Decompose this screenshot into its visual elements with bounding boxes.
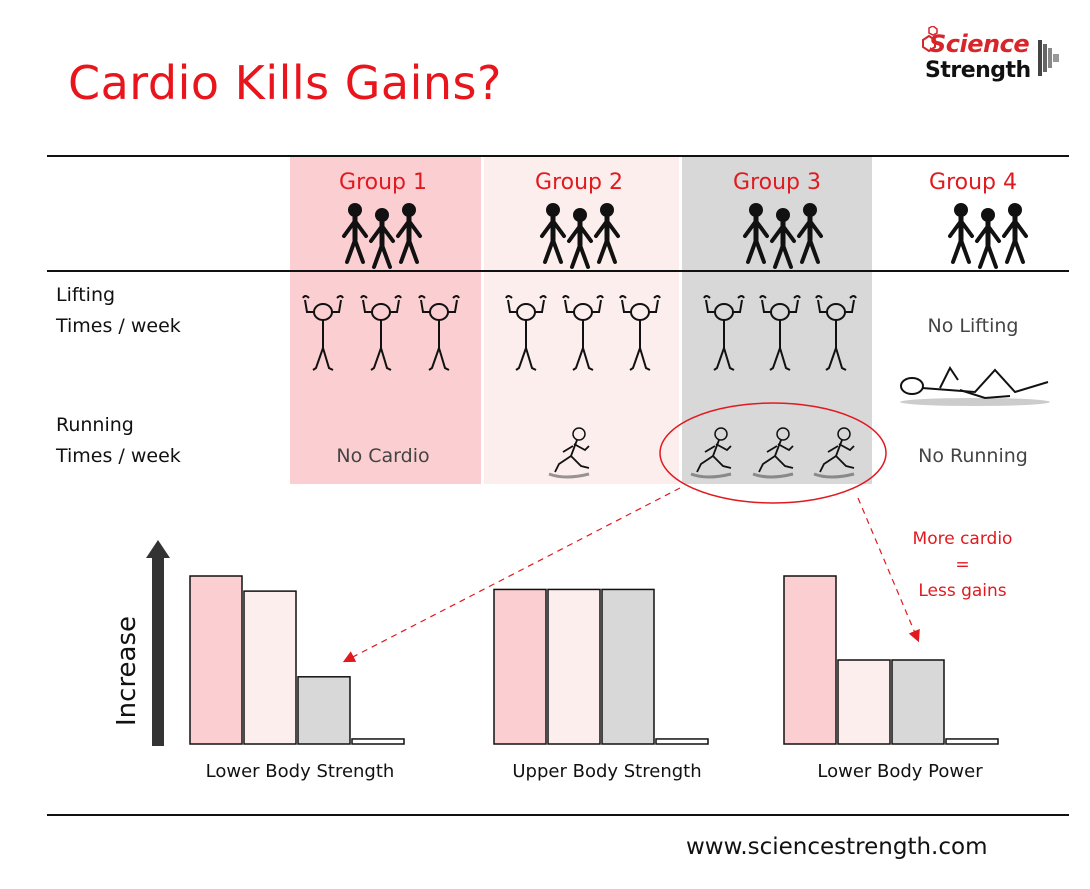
bar-chart2-group1 xyxy=(493,588,547,745)
table-top-rule xyxy=(47,155,1069,157)
chart-label-lower-body-strength: Lower Body Strength xyxy=(205,761,395,782)
logo-text-top: Science xyxy=(929,30,1030,58)
running-sub-label: Times / week xyxy=(56,445,181,467)
group1-header: Group 1 xyxy=(339,170,427,195)
lying-figure-icon xyxy=(900,366,1050,406)
annotation-line3: Less gains xyxy=(918,581,1007,601)
chart-label-lower-body-power: Lower Body Power xyxy=(817,761,983,782)
footer-rule xyxy=(47,814,1069,816)
bar-chart1-group2 xyxy=(243,590,297,745)
bar-chart3-group2 xyxy=(837,659,891,745)
group4-header: Group 4 xyxy=(929,170,1017,195)
bar-chart1-group1 xyxy=(189,575,243,745)
bar-chart3-group1 xyxy=(783,575,837,745)
bar-chart2-group4 xyxy=(655,738,709,745)
bar-chart1-group3 xyxy=(297,676,351,745)
arrow-to-lower-power xyxy=(857,497,920,643)
annotation-line1: More cardio xyxy=(912,529,1013,549)
chart-label-upper-body-strength: Upper Body Strength xyxy=(512,761,702,782)
y-axis-arrow-icon xyxy=(146,540,170,746)
group4-no-running: No Running xyxy=(918,445,1028,467)
group2-header: Group 2 xyxy=(535,170,623,195)
cardio-highlight-ellipse xyxy=(659,402,887,504)
logo-text-bottom: Strength xyxy=(925,58,1031,83)
page-title: Cardio Kills Gains? xyxy=(68,56,502,110)
bar-chart2-group3 xyxy=(601,588,655,745)
logo: Science Strength xyxy=(915,26,1065,88)
group1-no-cardio: No Cardio xyxy=(336,445,430,467)
annotation: More cardio = Less gains xyxy=(890,526,1035,604)
running-label: Running xyxy=(56,414,134,436)
bar-chart2-group2 xyxy=(547,588,601,745)
bar-chart3-group3 xyxy=(891,659,945,745)
footer-url[interactable]: www.sciencestrength.com xyxy=(686,834,988,860)
annotation-line2: = xyxy=(955,555,970,575)
group3-header: Group 3 xyxy=(733,170,821,195)
lifting-sub-label: Times / week xyxy=(56,315,181,337)
bar-chart3-group4 xyxy=(945,738,999,745)
bar-chart1-group4 xyxy=(351,738,405,745)
group4-no-lifting: No Lifting xyxy=(927,315,1019,337)
table-header-rule xyxy=(47,270,1069,272)
logo-mark-icon xyxy=(922,26,1059,76)
lifting-label: Lifting xyxy=(56,284,116,306)
arrow-to-lower-strength xyxy=(342,487,681,663)
